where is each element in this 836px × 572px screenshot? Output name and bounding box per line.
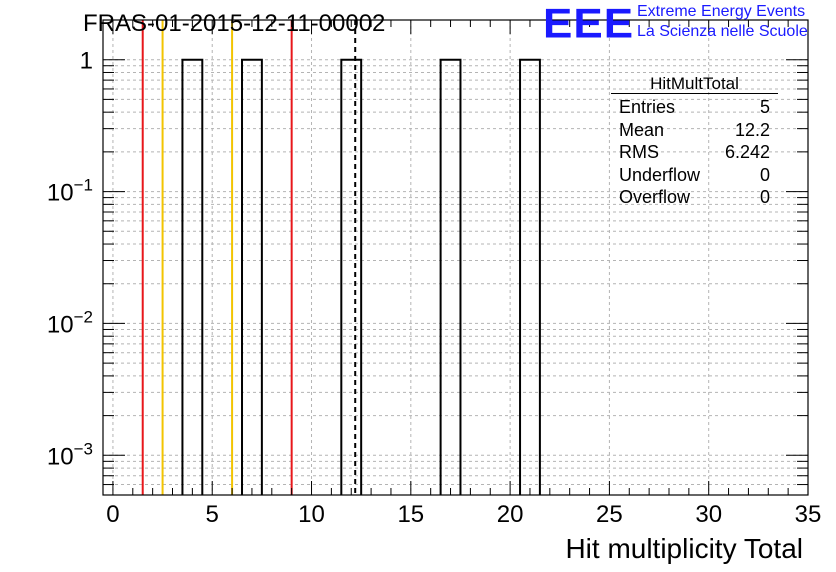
y-tick-label: 10−3 <box>47 439 93 470</box>
stats-label: Overflow <box>619 187 691 207</box>
x-tick-label: 25 <box>596 501 623 528</box>
histogram-bin <box>340 58 363 495</box>
stats-value: 12.2 <box>734 119 770 140</box>
y-tick-label: 1 <box>80 48 93 75</box>
histogram-bin <box>519 58 541 495</box>
stats-value: 0 <box>759 187 770 207</box>
stats-label: Entries <box>619 97 676 117</box>
eee-logo-line1: Extreme Energy Events <box>637 3 806 20</box>
histogram-bin <box>241 58 263 495</box>
x-tick-label: 5 <box>206 501 219 528</box>
y-axis: 1 10−1 10−2 10−3 <box>47 19 808 496</box>
histogram-bins <box>181 58 541 495</box>
stats-row-underflow: Underflow 0 <box>611 164 778 187</box>
x-tick-label: 20 <box>497 501 524 528</box>
x-tick-label: 15 <box>397 501 424 528</box>
stats-label: Underflow <box>619 164 701 185</box>
marker-lines <box>141 20 357 495</box>
eee-logo-mark: EEE <box>543 0 635 47</box>
stats-box: HitMultTotal Entries 5 Mean 12.2 RMS 6.2… <box>611 75 778 209</box>
y-tick-label: 10−1 <box>47 176 93 207</box>
chart-title: FRAS-01-2015-12-11-00002 <box>83 10 386 37</box>
stats-row-entries: Entries 5 <box>611 96 778 119</box>
x-axis: 0 5 10 15 20 25 30 35 <box>106 20 821 528</box>
stats-label: RMS <box>619 142 659 162</box>
stats-row-rms: RMS 6.242 <box>611 141 778 164</box>
stats-divider <box>611 93 778 94</box>
histogram-bin <box>439 58 462 495</box>
stats-value: 5 <box>759 97 770 117</box>
plot-frame <box>102 19 809 496</box>
plot-border <box>102 19 809 496</box>
x-tick-label: 35 <box>795 501 822 528</box>
x-tick-label: 30 <box>695 501 722 528</box>
stats-value: 0 <box>759 164 770 185</box>
x-tick-label: 0 <box>106 501 119 528</box>
stats-label: Mean <box>619 119 665 140</box>
x-axis-label: Hit multiplicity Total <box>565 533 803 564</box>
stats-value: 6.242 <box>724 142 770 162</box>
stats-title: HitMultTotal <box>650 74 739 93</box>
histogram-bin <box>181 58 204 495</box>
y-tick-label: 10−2 <box>47 307 93 338</box>
stats-row-mean: Mean 12.2 <box>611 119 778 142</box>
eee-logo-line2: La Scienza nelle Scuole <box>637 23 808 40</box>
x-tick-label: 10 <box>298 501 325 528</box>
stats-row-overflow: Overflow 0 <box>611 186 778 209</box>
